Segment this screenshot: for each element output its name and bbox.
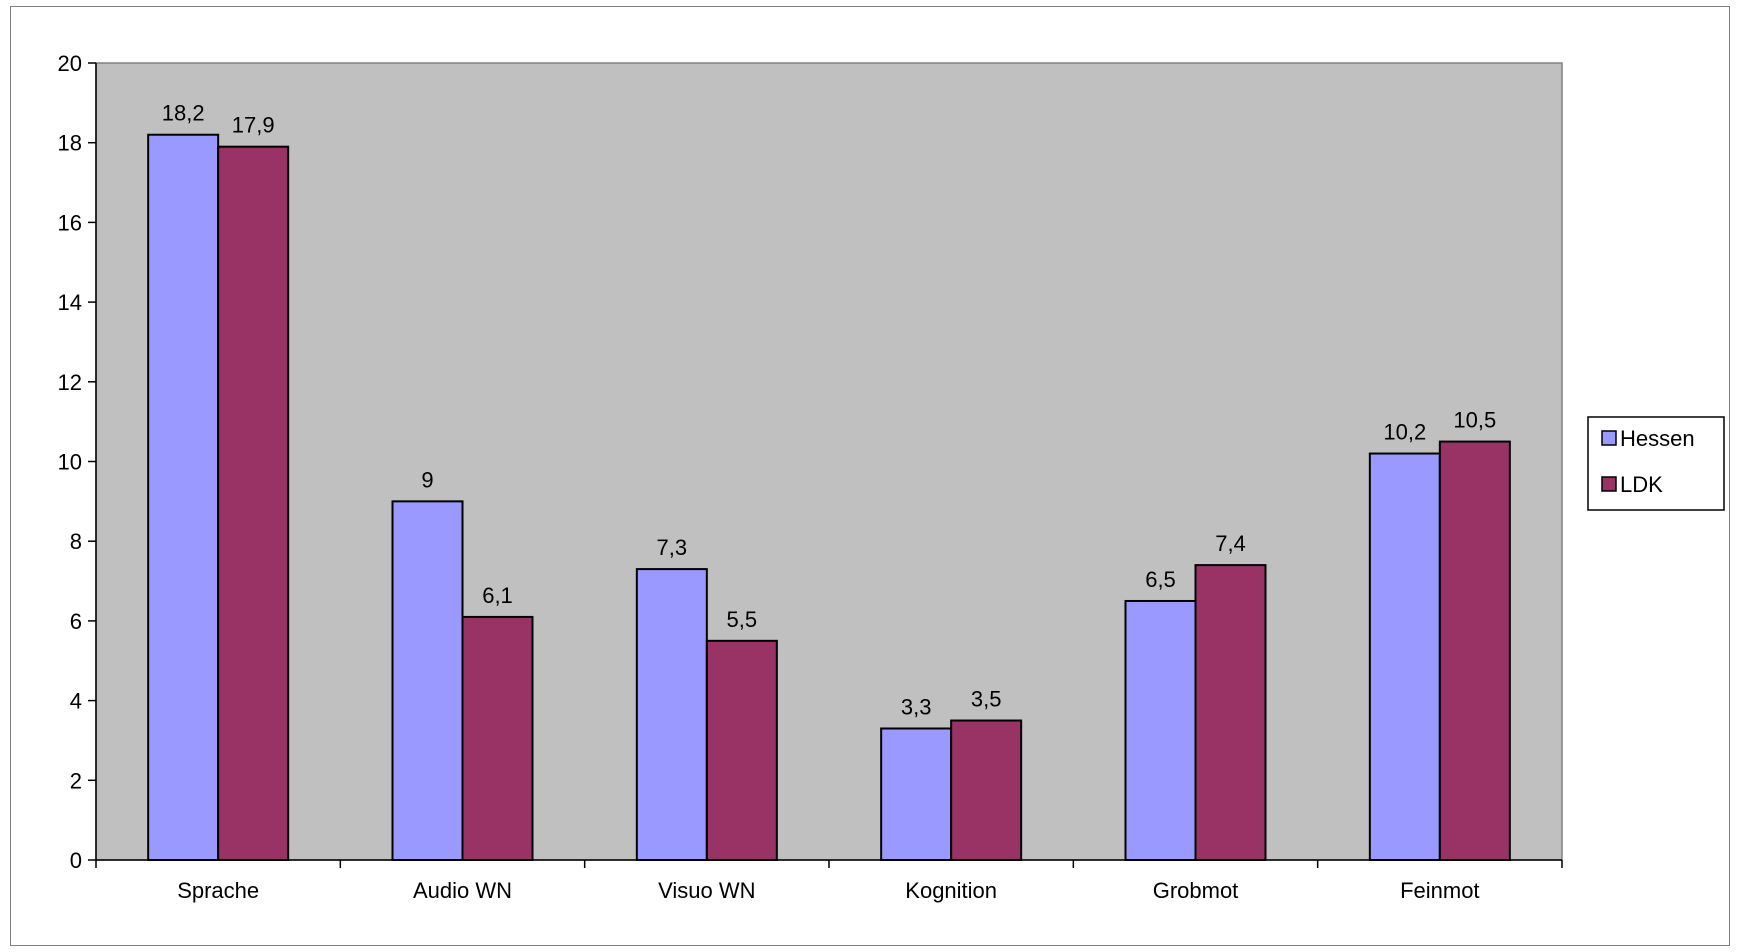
data-label: 7,3: [657, 535, 688, 560]
data-label: 7,4: [1215, 531, 1246, 556]
y-tick-label: 18: [58, 131, 82, 156]
y-tick-label: 2: [70, 768, 82, 793]
x-tick-label: Visuo WN: [658, 878, 755, 903]
y-tick-label: 6: [70, 609, 82, 634]
data-label: 17,9: [232, 113, 275, 138]
data-label: 5,5: [727, 607, 758, 632]
data-label: 6,5: [1145, 567, 1176, 592]
data-label: 3,3: [901, 694, 932, 719]
y-tick-label: 12: [58, 370, 82, 395]
data-labels: 18,2 17,9 9 6,1 7,3 5,5 3,3 3,5 6,5 7,4 10,2 10,5: [162, 101, 1496, 720]
data-label: 18,2: [162, 101, 205, 126]
data-label: 10,2: [1383, 420, 1426, 445]
data-label: 10,5: [1453, 408, 1496, 433]
bar-ldk-sprache: [217, 145, 290, 861]
legend-swatch: [1601, 476, 1617, 492]
y-tick-label: 10: [58, 450, 82, 475]
x-tick-label: Audio WN: [413, 878, 512, 903]
y-tick-label: 8: [70, 529, 82, 554]
x-tick-label: Grobmot: [1153, 878, 1239, 903]
data-label: 9: [421, 467, 433, 492]
y-tick-label: 0: [70, 848, 82, 873]
bar-hessen-kognition: [880, 727, 953, 861]
data-label: 6,1: [482, 583, 513, 608]
bar-hessen-audio-wn: [391, 500, 464, 861]
legend-label: LDK: [1620, 472, 1663, 497]
plot-area: [95, 62, 1563, 861]
x-axis: Sprache Audio WN Visuo WN Kognition Grobmot F…: [95, 859, 1563, 903]
bar-hessen-sprache: [147, 133, 220, 862]
bars: [147, 133, 1511, 862]
y-tick-label: 4: [70, 689, 82, 714]
bar-ldk-kognition: [950, 719, 1023, 862]
legend-box: [1587, 416, 1725, 511]
y-tick-label: 14: [58, 290, 82, 315]
bar-ldk-grobmot: [1194, 564, 1267, 861]
legend-swatch: [1601, 430, 1617, 446]
legend-label: Hessen: [1620, 426, 1695, 451]
y-tick-label: 16: [58, 210, 82, 235]
data-label: 3,5: [971, 687, 1002, 712]
y-axis: 0 2 4 6 8 10 12 14 16 18 20: [58, 51, 97, 873]
bar-hessen-visuo-wn: [635, 568, 708, 861]
x-tick-label: Kognition: [905, 878, 997, 903]
bar-ldk-feinmot: [1438, 440, 1511, 861]
bar-ldk-visuo-wn: [705, 639, 778, 862]
x-tick-label: Sprache: [177, 878, 259, 903]
x-tick-label: Feinmot: [1400, 878, 1479, 903]
bar-hessen-grobmot: [1124, 599, 1197, 861]
bar-ldk-audio-wn: [461, 615, 534, 861]
y-tick-label: 20: [58, 51, 82, 76]
bar-hessen-feinmot: [1368, 452, 1441, 861]
legend: Hessen LDK: [1587, 416, 1725, 511]
